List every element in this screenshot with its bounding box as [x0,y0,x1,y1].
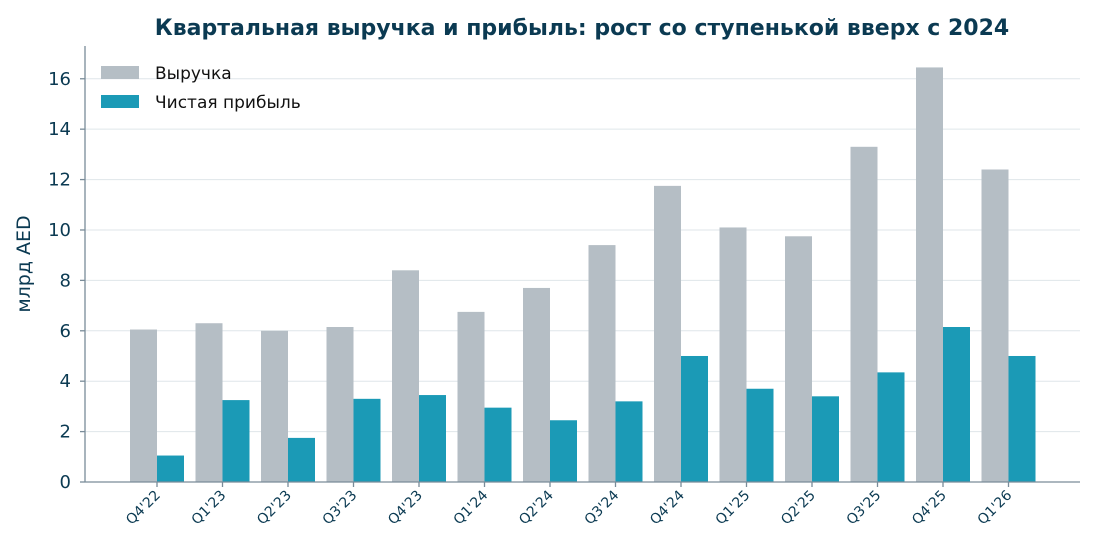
x-tick-label: Q1'23 [189,488,230,529]
revenue-bar [392,270,419,482]
legend-label: Выручка [155,64,232,84]
net-profit-bar [812,396,839,482]
revenue-bar [916,67,943,482]
legend-swatch [101,95,139,108]
revenue-bar [850,146,878,482]
y-tick-label: 2 [60,422,71,443]
revenue-bar [719,227,747,482]
net-profit-bar [222,400,250,482]
net-profit-bar [681,355,708,482]
grid-lines [85,78,1080,433]
y-tick-label: 0 [60,472,71,493]
net-profit-bar [1008,355,1036,482]
x-tick-label: Q4'24 [647,487,688,528]
net-profit-bar [943,327,970,482]
x-tick-label: Q2'23 [254,488,295,529]
y-axis-label: млрд AED [13,215,35,312]
x-tick-label: Q1'24 [451,487,492,528]
net-profit-bar [877,372,905,482]
x-ticks: Q4'22 Q1'23 Q2'23 Q3'23 Q4'23 Q1'24 Q2'24 Q3'24… [123,482,1015,528]
net-profit-bar [746,388,774,482]
bars [130,67,1036,482]
x-tick-label: Q2'24 [516,487,557,528]
revenue-bar [261,330,288,482]
y-ticks: 0 2 4 6 8 10 12 14 16 [48,69,85,493]
revenue-bar [588,245,616,482]
y-tick-label: 6 [60,321,71,342]
net-profit-bar [288,437,315,482]
y-tick-label: 10 [48,220,71,241]
revenue-bar [523,287,550,482]
net-profit-bar [550,420,577,482]
x-tick-label: Q2'25 [778,488,819,529]
net-profit-bar [615,401,643,482]
y-tick-label: 4 [60,371,71,392]
x-tick-label: Q4'22 [123,488,164,529]
x-tick-label: Q1'26 [975,487,1016,528]
net-profit-bar [484,407,512,482]
x-tick-label: Q4'23 [385,488,426,529]
revenue-bar [981,169,1009,482]
revenue-bar [130,329,157,482]
y-tick-label: 12 [48,170,71,191]
revenue-bar [785,236,812,482]
net-profit-bar [353,398,381,482]
x-tick-label: Q4'25 [909,488,950,529]
revenue-bar [195,323,223,482]
revenue-bar [457,311,485,482]
y-tick-label: 16 [48,69,71,90]
revenue-bar [326,327,354,482]
chart-title: Квартальная выручка и прибыль: рост со с… [155,16,1009,41]
legend: Выручка Чистая прибыль [101,64,301,113]
legend-label: Чистая прибыль [155,93,301,113]
y-tick-label: 14 [48,119,71,140]
axes [84,46,1080,483]
revenue-bar [654,185,681,482]
x-tick-label: Q3'24 [582,487,623,528]
net-profit-bar [157,455,184,482]
x-tick-label: Q3'23 [320,488,361,529]
legend-swatch [101,66,139,79]
x-tick-label: Q3'25 [844,488,885,529]
x-tick-label: Q1'25 [713,488,754,529]
y-tick-label: 8 [60,270,71,291]
net-profit-bar [419,395,446,482]
